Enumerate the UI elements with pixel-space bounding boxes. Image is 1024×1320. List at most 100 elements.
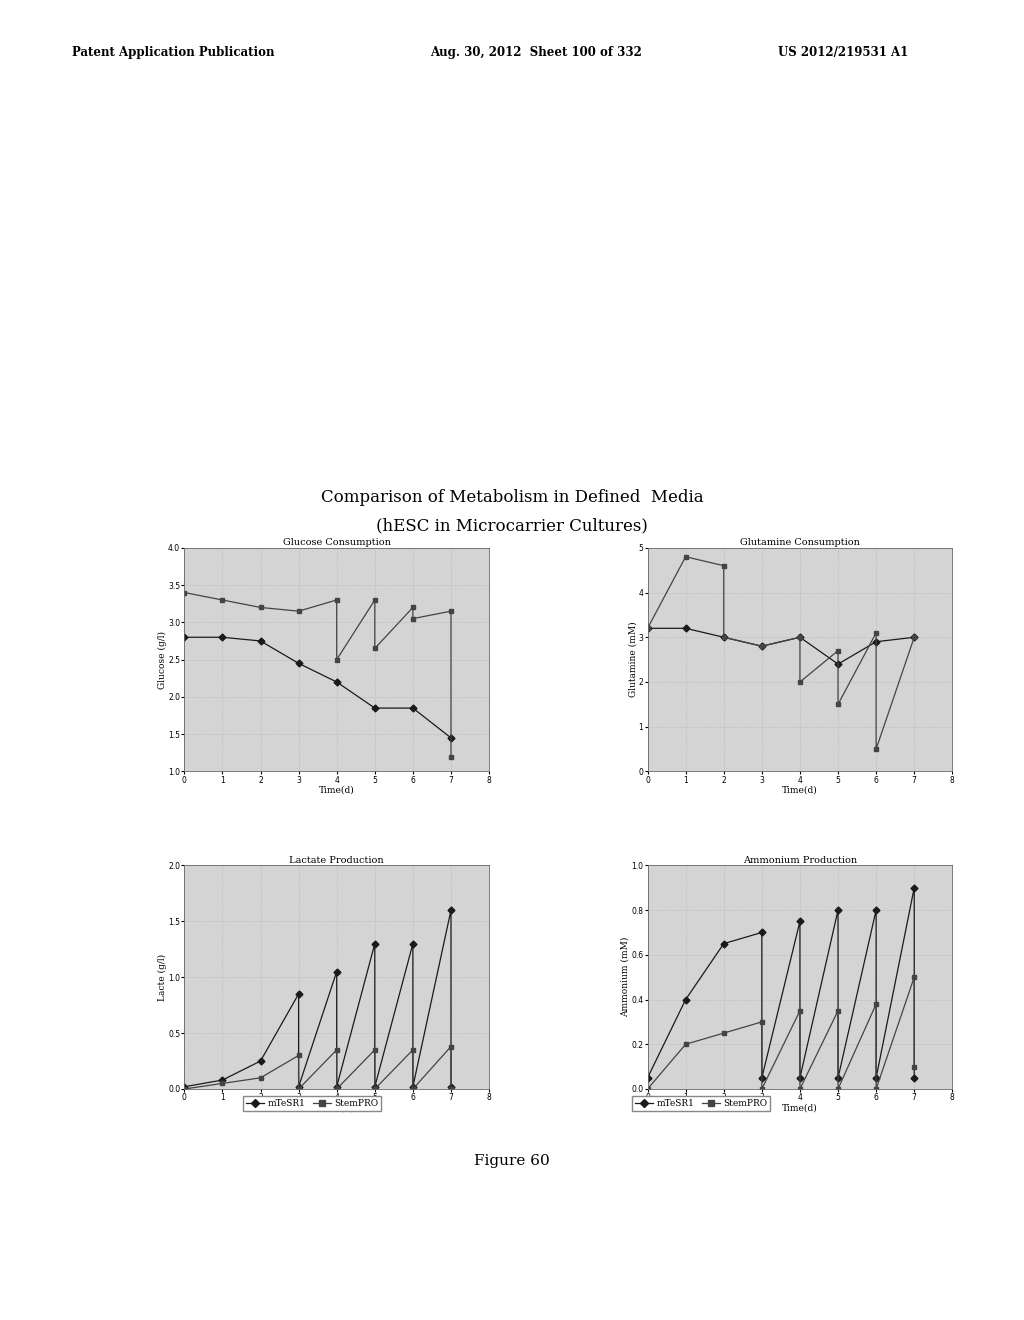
mTeSR1 [870, 1071, 883, 1086]
StemPRO [680, 549, 692, 565]
Line: mTeSR1: mTeSR1 [182, 908, 454, 1089]
mTeSR1 [293, 986, 305, 1002]
Y-axis label: Lacte (g/l): Lacte (g/l) [158, 953, 167, 1001]
StemPRO [369, 640, 381, 656]
StemPRO [369, 1041, 381, 1057]
Legend: mTeSR1, StemPRO: mTeSR1, StemPRO [244, 1097, 381, 1111]
mTeSR1 [178, 1078, 190, 1094]
Title: Lactate Production: Lactate Production [290, 855, 384, 865]
mTeSR1 [216, 1072, 228, 1088]
StemPRO [680, 1036, 692, 1052]
StemPRO [831, 643, 844, 659]
X-axis label: Time(d): Time(d) [782, 785, 818, 795]
StemPRO [216, 593, 228, 609]
mTeSR1 [756, 639, 768, 655]
mTeSR1 [831, 656, 844, 672]
mTeSR1 [407, 700, 419, 715]
mTeSR1 [794, 913, 806, 929]
mTeSR1 [444, 730, 457, 746]
StemPRO [369, 593, 381, 609]
StemPRO [870, 624, 883, 640]
mTeSR1 [331, 964, 343, 979]
mTeSR1 [794, 630, 806, 645]
mTeSR1 [444, 1078, 457, 1094]
Title: Glutamine Consumption: Glutamine Consumption [740, 539, 860, 546]
Title: Glucose Consumption: Glucose Consumption [283, 539, 390, 546]
StemPRO [641, 620, 653, 636]
mTeSR1 [718, 630, 730, 645]
StemPRO [178, 1081, 190, 1097]
StemPRO [331, 1081, 343, 1097]
mTeSR1 [870, 634, 883, 649]
StemPRO [254, 1071, 266, 1086]
StemPRO [831, 1081, 844, 1097]
StemPRO [870, 997, 883, 1012]
StemPRO [407, 599, 419, 615]
Text: US 2012/219531 A1: US 2012/219531 A1 [778, 46, 908, 59]
StemPRO [293, 1081, 305, 1097]
StemPRO [870, 1081, 883, 1097]
StemPRO [756, 1081, 768, 1097]
StemPRO [831, 1003, 844, 1019]
mTeSR1 [444, 902, 457, 917]
mTeSR1 [369, 1078, 381, 1094]
Text: Figure 60: Figure 60 [474, 1154, 550, 1168]
Line: StemPRO: StemPRO [182, 1044, 454, 1092]
mTeSR1 [407, 936, 419, 952]
Line: mTeSR1: mTeSR1 [645, 886, 916, 1080]
StemPRO [718, 558, 730, 574]
mTeSR1 [680, 991, 692, 1007]
Text: (hESC in Microcarrier Cultures): (hESC in Microcarrier Cultures) [376, 517, 648, 535]
mTeSR1 [293, 656, 305, 672]
Y-axis label: Glucose (g/l): Glucose (g/l) [158, 631, 167, 689]
mTeSR1 [908, 1071, 921, 1086]
StemPRO [444, 1081, 457, 1097]
mTeSR1 [293, 1078, 305, 1094]
mTeSR1 [369, 700, 381, 715]
StemPRO [641, 1081, 653, 1097]
StemPRO [908, 630, 921, 645]
mTeSR1 [178, 630, 190, 645]
StemPRO [718, 630, 730, 645]
mTeSR1 [216, 630, 228, 645]
mTeSR1 [756, 924, 768, 940]
StemPRO [216, 1076, 228, 1092]
StemPRO [254, 599, 266, 615]
StemPRO [870, 741, 883, 756]
StemPRO [293, 603, 305, 619]
mTeSR1 [254, 1053, 266, 1069]
StemPRO [444, 748, 457, 764]
StemPRO [444, 1039, 457, 1055]
StemPRO [331, 1041, 343, 1057]
X-axis label: Time(d): Time(d) [318, 785, 354, 795]
StemPRO [794, 1003, 806, 1019]
mTeSR1 [331, 1078, 343, 1094]
Legend: mTeSR1, StemPRO: mTeSR1, StemPRO [633, 1097, 770, 1111]
StemPRO [831, 697, 844, 713]
mTeSR1 [831, 1071, 844, 1086]
StemPRO [908, 1059, 921, 1074]
mTeSR1 [870, 902, 883, 917]
Title: Ammonium Production: Ammonium Production [742, 855, 857, 865]
mTeSR1 [680, 620, 692, 636]
Text: Aug. 30, 2012  Sheet 100 of 332: Aug. 30, 2012 Sheet 100 of 332 [430, 46, 642, 59]
X-axis label: Time(d): Time(d) [782, 1104, 818, 1113]
Line: StemPRO: StemPRO [645, 554, 916, 751]
Text: Patent Application Publication: Patent Application Publication [72, 46, 274, 59]
StemPRO [794, 630, 806, 645]
mTeSR1 [254, 634, 266, 649]
StemPRO [331, 652, 343, 668]
StemPRO [293, 1048, 305, 1064]
StemPRO [756, 639, 768, 655]
Y-axis label: Ammonium (mM): Ammonium (mM) [621, 937, 630, 1018]
Y-axis label: Glutamine (mM): Glutamine (mM) [628, 622, 637, 697]
mTeSR1 [756, 1071, 768, 1086]
StemPRO [331, 593, 343, 609]
mTeSR1 [369, 936, 381, 952]
StemPRO [178, 585, 190, 601]
mTeSR1 [718, 936, 730, 952]
StemPRO [756, 1014, 768, 1030]
StemPRO [369, 1081, 381, 1097]
StemPRO [407, 1081, 419, 1097]
Line: StemPRO: StemPRO [182, 590, 454, 759]
